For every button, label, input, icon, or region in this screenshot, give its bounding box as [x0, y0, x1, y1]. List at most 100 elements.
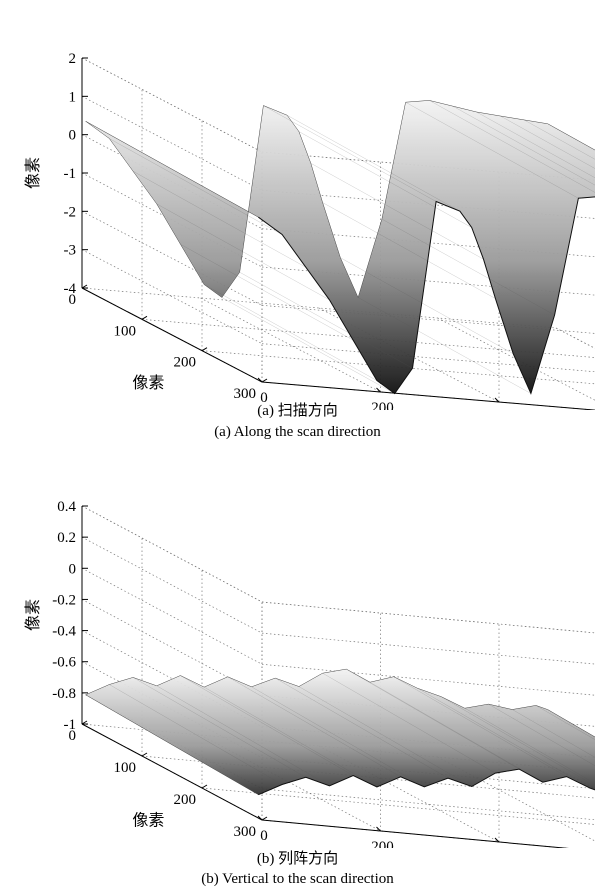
gridline-floor-x: [437, 317, 595, 401]
y-tick: [261, 816, 268, 821]
z-tick-label: -0.6: [52, 655, 76, 671]
surface-ridge: [109, 138, 283, 235]
surface-ridge: [239, 272, 413, 369]
gridline-back-z: [261, 343, 595, 373]
surface-ridge: [452, 106, 595, 186]
surface-ridge: [346, 669, 520, 770]
x-tick: [494, 397, 500, 403]
surface-ridge: [286, 115, 460, 212]
box-edge: [81, 57, 263, 153]
caption-en-b: (b) Vertical to the scan direction: [201, 871, 394, 887]
gridline-floor-y: [81, 287, 557, 329]
gridline-side-z: [81, 96, 263, 191]
surface-ridge: [535, 705, 595, 740]
surface-ridge: [263, 105, 437, 202]
surface-ridge: [381, 218, 555, 316]
z-tick-label: -3: [64, 243, 77, 259]
z-tick-label: 2: [69, 51, 77, 67]
surface-ridge: [85, 694, 259, 795]
x-tick-label: 0: [260, 390, 268, 406]
surface-ridge: [310, 163, 484, 260]
y-tick-label: 300: [234, 386, 257, 402]
x-tick: [257, 815, 263, 821]
y-axis-line: [81, 287, 263, 383]
surface-ridge: [500, 115, 595, 169]
surface-ridge: [441, 696, 595, 786]
surface-ridge: [156, 203, 330, 301]
x-tick-label: 200: [371, 400, 394, 410]
surface-ridge: [547, 123, 595, 151]
y-tick-label: 200: [174, 355, 197, 371]
x-axis-line: [261, 819, 570, 848]
box-edge: [81, 505, 263, 603]
surface-ridge: [298, 686, 472, 787]
z-tick-label: -0.4: [52, 624, 76, 640]
z-tick-label: 1: [69, 89, 77, 105]
surface-plot-b: 0.40.20-0.2-0.4-0.6-0.8-1010020030002004…: [23, 499, 595, 848]
y-tick: [261, 378, 268, 383]
z-axis-label: 像素: [23, 599, 42, 631]
z-tick-label: -1: [64, 717, 77, 733]
x-tick: [257, 377, 263, 383]
surface-ridge: [523, 119, 595, 160]
gridline-floor-y: [201, 787, 595, 825]
box-edge: [261, 601, 595, 634]
surface-ridge: [204, 284, 377, 381]
surface-ridge: [429, 100, 595, 193]
y-tick-label: 0: [69, 292, 77, 308]
surface-ridge: [369, 682, 543, 783]
z-tick-label: -0.2: [52, 592, 76, 608]
y-axis-label: 像素: [132, 373, 164, 392]
surface-p0: [85, 100, 595, 395]
surface-ridge: [512, 709, 595, 758]
surface-ridge: [204, 686, 377, 788]
surface-ridge: [251, 686, 425, 787]
y-tick: [81, 720, 88, 725]
gridline-back-z: [261, 601, 595, 634]
surface-ridge: [358, 297, 532, 394]
gridline-side-z: [81, 211, 263, 306]
gridline-floor-x: [318, 307, 500, 403]
surface-ridge: [417, 688, 591, 789]
z-tick-label: -4: [64, 281, 77, 297]
y-tick: [81, 284, 88, 289]
surface-ridge: [85, 121, 259, 218]
y-tick-label: 200: [174, 792, 197, 808]
y-tick: [141, 752, 148, 757]
surface-ridge: [180, 675, 354, 776]
y-tick-label: 300: [234, 824, 257, 840]
surface-ridge: [132, 171, 306, 268]
surface-plot-a: 210-1-2-3-401002003000200400600800像素像素像素: [23, 51, 595, 410]
caption-cn-a: (a) 扫描方向: [257, 403, 338, 419]
surface-ridge: [476, 111, 595, 178]
surface-ridge: [132, 677, 306, 778]
caption-cn-b: (b) 列阵方向: [256, 851, 339, 867]
z-tick-label: 0.2: [57, 530, 76, 546]
surface-ridge: [488, 704, 595, 766]
z-tick-label: 0.4: [57, 499, 76, 515]
surface-ridge: [221, 297, 395, 394]
gridline-floor-y: [141, 755, 595, 799]
y-tick: [141, 315, 148, 320]
surface-ridge: [156, 685, 330, 786]
surface-ridge: [227, 676, 401, 777]
y-axis-label: 像素: [132, 810, 164, 829]
gridline-floor-x: [200, 297, 381, 393]
y-axis-line: [81, 723, 263, 821]
x-tick-label: 200: [371, 839, 394, 848]
gridline-side-z: [81, 567, 263, 665]
x-tick: [376, 826, 381, 832]
z-tick-label: 0: [69, 561, 77, 577]
y-tick: [201, 784, 208, 789]
z-tick-label: 0: [69, 128, 77, 144]
gridline-side-z: [81, 249, 263, 344]
x-tick-label: 0: [260, 828, 268, 844]
surface-ridge: [405, 102, 579, 199]
y-tick: [201, 347, 208, 352]
y-tick-label: 100: [114, 323, 137, 339]
z-tick-label: -1: [64, 166, 77, 182]
x-tick: [376, 387, 381, 393]
surface-ridge: [180, 244, 354, 341]
surface-front-edge: [258, 196, 595, 395]
z-tick-label: -2: [64, 204, 77, 220]
